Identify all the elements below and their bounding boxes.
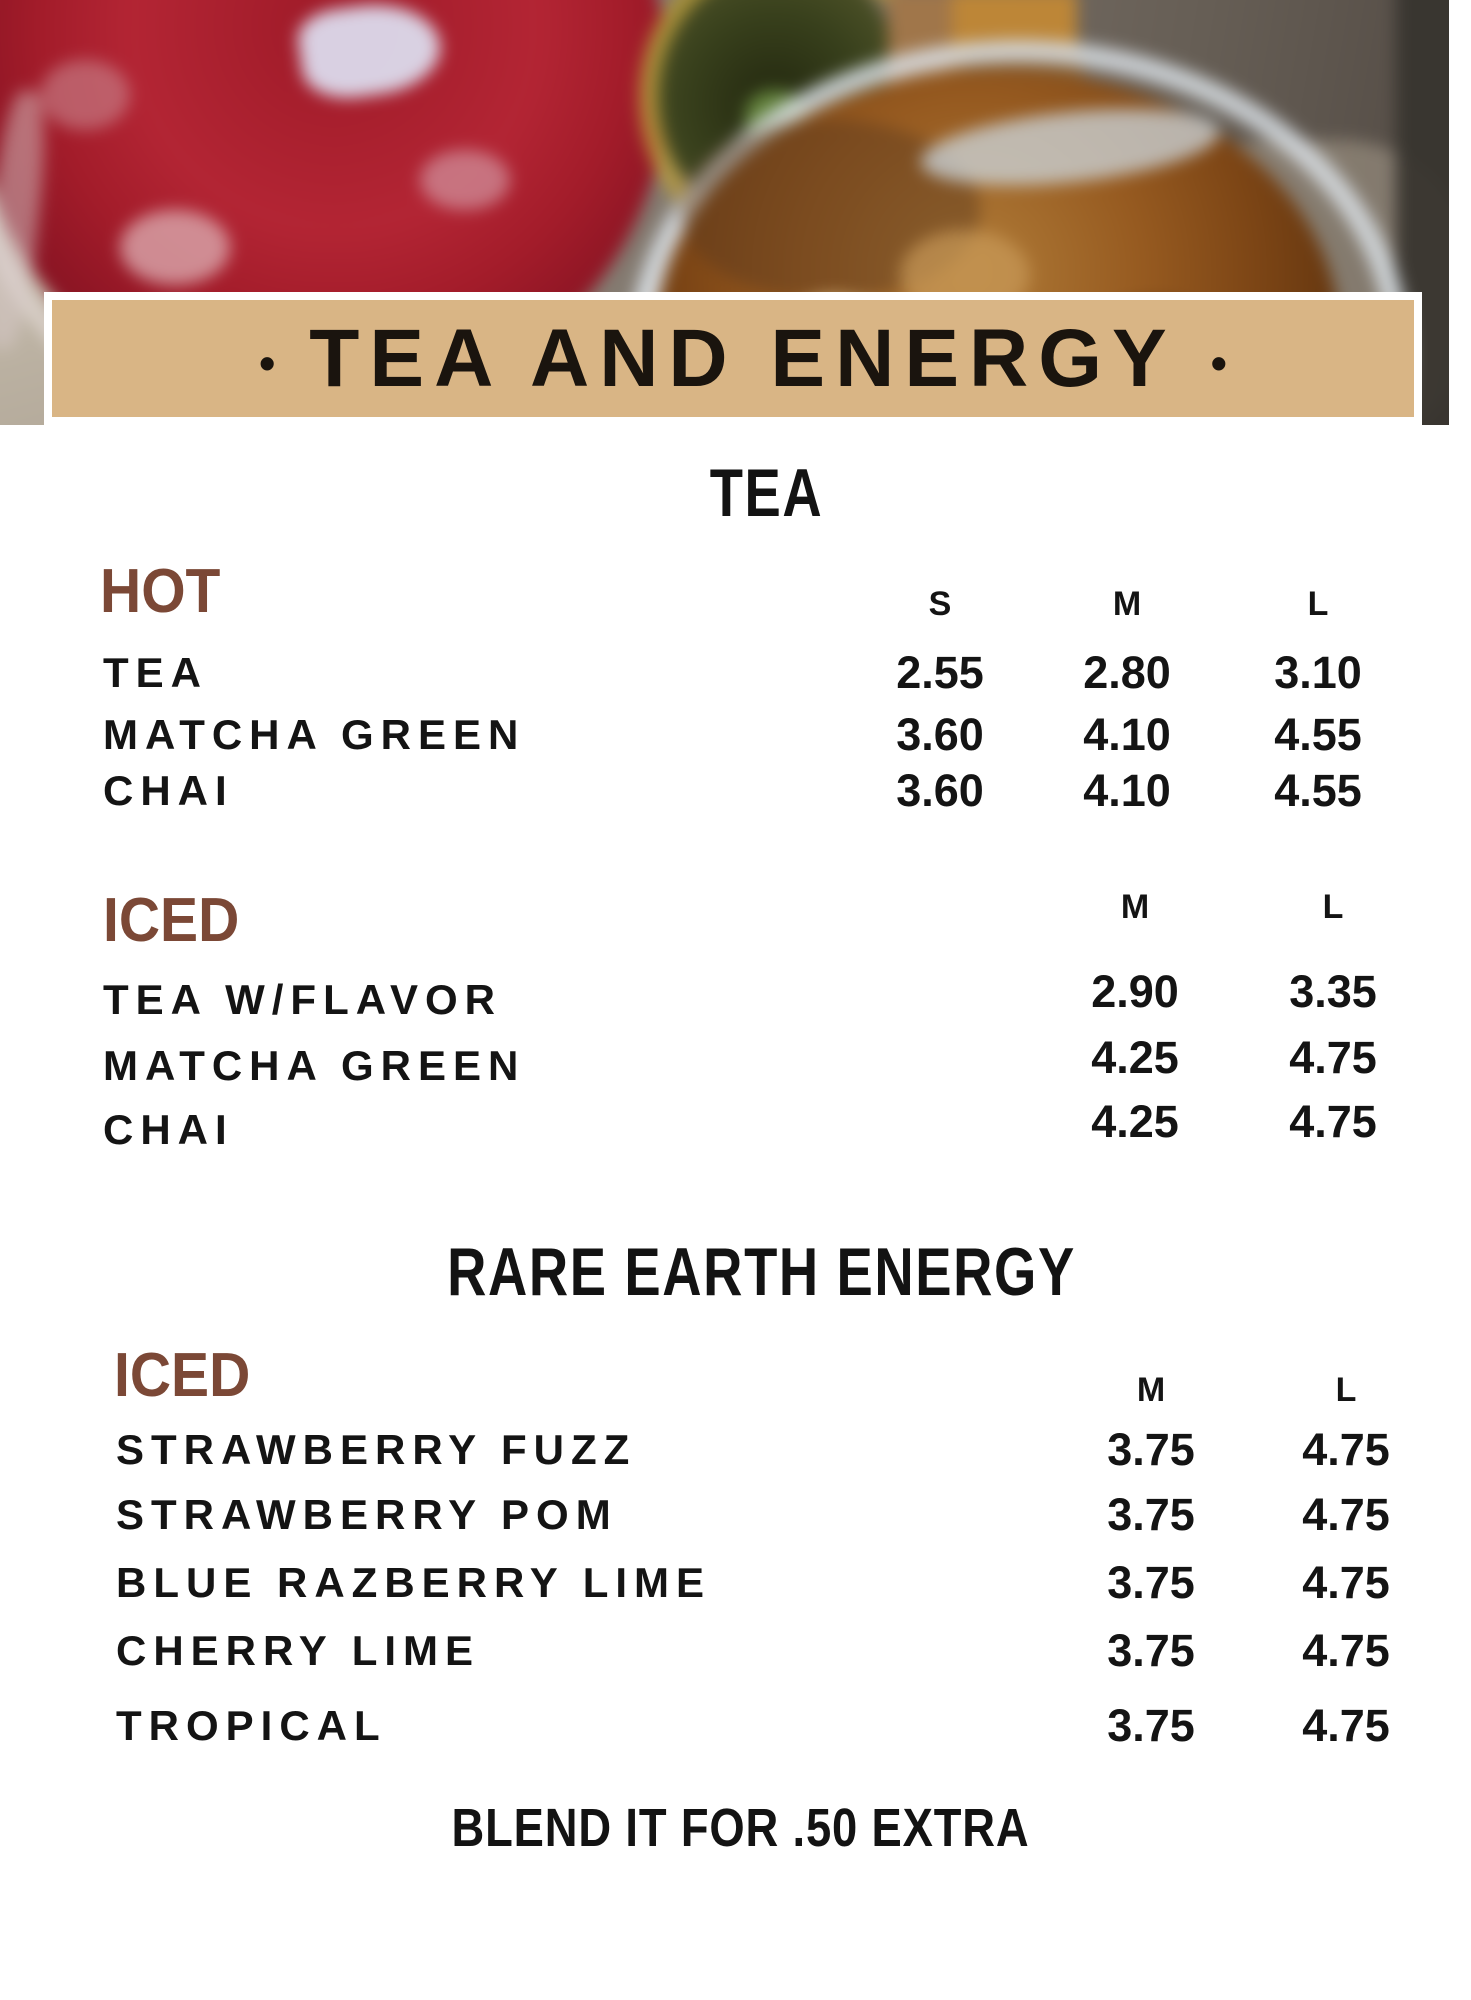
menu-item-price: 4.75 [1289,1032,1377,1083]
menu-item-row: CHAI 4.25 4.75 [0,1099,1471,1169]
menu-item-price: 4.25 [1091,1032,1179,1083]
menu-item-price: 3.75 [1107,1489,1195,1540]
menu-item-row: MATCHA GREEN 3.60 4.10 4.55 [0,709,1471,774]
menu-item-price: 3.75 [1107,1424,1195,1475]
page-title-text: TEA AND ENERGY [309,312,1177,404]
size-header-l: L [1322,888,1344,926]
title-banner-inner: • TEA AND ENERGY • [52,300,1414,417]
size-header-m: M [1120,888,1150,926]
subsection-iced-label: ICED [114,1341,251,1410]
menu-item-price: 3.75 [1107,1557,1195,1608]
menu-item-row: TEA 2.55 2.80 3.10 [0,647,1471,712]
size-header-s: S [928,585,952,623]
menu-item-name: STRAWBERRY FUZZ [116,1426,637,1473]
size-header-m: M [1112,585,1142,623]
menu-item-price: 4.55 [1274,709,1362,760]
menu-item-price: 4.75 [1302,1625,1390,1676]
menu-item-price: 2.55 [896,647,984,698]
menu-item-row: CHAI 3.60 4.10 4.55 [0,765,1471,830]
size-header-l: L [1307,585,1329,623]
title-banner: • TEA AND ENERGY • [44,292,1422,425]
menu-item-row: CHERRY LIME 3.75 4.75 [0,1625,1471,1690]
photo-ice-blob [420,150,510,210]
menu-item-price: 4.25 [1091,1096,1179,1147]
menu-item-name: TEA [103,649,208,696]
subsection-iced-label: ICED [103,886,240,955]
size-header-l: L [1335,1371,1357,1409]
bullet-icon: • [1210,336,1227,389]
menu-item-price: 3.35 [1289,966,1377,1017]
menu-item-name: TROPICAL [116,1702,387,1749]
menu-item-price: 3.60 [896,765,984,816]
menu-item-price: 4.75 [1302,1557,1390,1608]
menu-item-price: 3.75 [1107,1700,1195,1751]
menu-item-name: CHAI [103,767,234,814]
subsection-hot-label: HOT [100,557,221,626]
menu-item-row: MATCHA GREEN 4.25 4.75 [0,1035,1471,1105]
size-header-m: M [1136,1371,1166,1409]
menu-item-row: BLUE RAZBERRY LIME 3.75 4.75 [0,1557,1471,1622]
menu-item-row: STRAWBERRY FUZZ 3.75 4.75 [0,1424,1471,1489]
section-title-energy: RARE EARTH ENERGY [447,1234,1076,1310]
menu-item-price: 4.75 [1302,1700,1390,1751]
menu-item-price: 3.10 [1274,647,1362,698]
menu-item-price: 4.10 [1083,709,1171,760]
menu-item-name: CHAI [103,1106,234,1153]
menu-item-row: TEA W/FLAVOR 2.90 3.35 [0,969,1471,1039]
photo-ice-blob [40,60,130,130]
photo-ice-blob [120,210,230,285]
menu-item-row: STRAWBERRY POM 3.75 4.75 [0,1489,1471,1554]
menu-item-name: BLUE RAZBERRY LIME [116,1559,712,1606]
menu-item-price: 4.75 [1302,1424,1390,1475]
menu-item-row: TROPICAL 3.75 4.75 [0,1700,1471,1765]
menu-item-price: 4.55 [1274,765,1362,816]
bullet-icon: • [259,336,276,389]
menu-item-name: MATCHA GREEN [103,1042,526,1089]
menu-item-name: MATCHA GREEN [103,711,526,758]
footer-note: BLEND IT FOR .50 EXTRA [451,1798,1030,1858]
menu-item-price: 4.10 [1083,765,1171,816]
menu-item-price: 3.75 [1107,1625,1195,1676]
menu-item-price: 2.90 [1091,966,1179,1017]
menu-item-price: 4.75 [1302,1489,1390,1540]
menu-item-price: 4.75 [1289,1096,1377,1147]
page-title: • TEA AND ENERGY • [225,312,1261,406]
menu-item-name: CHERRY LIME [116,1627,481,1674]
menu-item-name: STRAWBERRY POM [116,1491,618,1538]
menu-item-price: 3.60 [896,709,984,760]
section-title-tea: TEA [709,455,824,531]
menu-item-price: 2.80 [1083,647,1171,698]
menu-item-name: TEA W/FLAVOR [103,976,502,1023]
